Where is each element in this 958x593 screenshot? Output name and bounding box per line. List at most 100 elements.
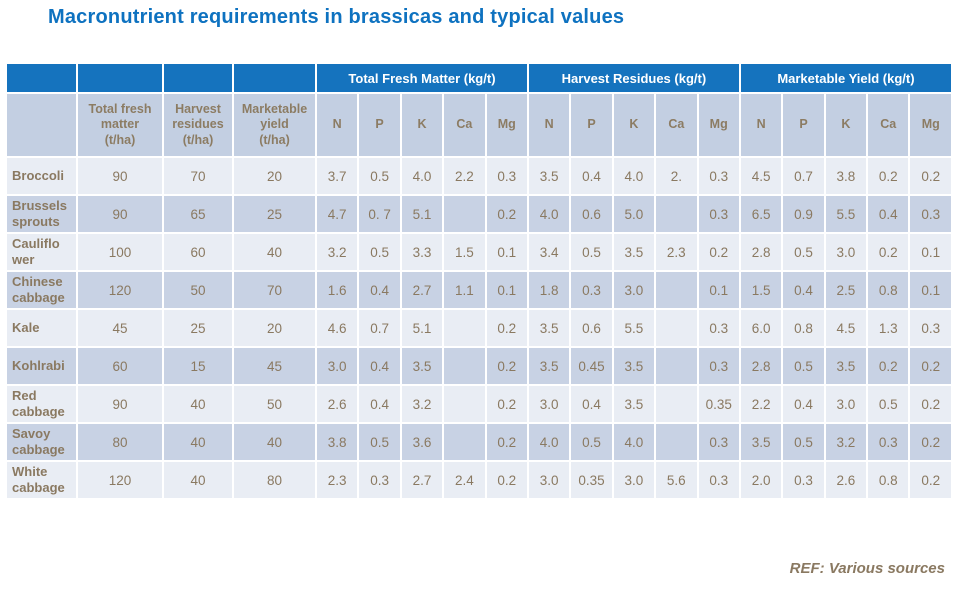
column-header-cell: K: [613, 94, 655, 156]
value-cell: 2.: [656, 158, 697, 194]
value-cell: 0.2: [486, 348, 527, 384]
value-cell: 0.35: [698, 386, 739, 422]
value-cell: 0.5: [783, 348, 824, 384]
value-cell: 0.3: [698, 424, 739, 460]
column-header-cell: N: [740, 94, 782, 156]
table-head: Total Fresh Matter (kg/t) Harvest Residue…: [7, 64, 951, 156]
value-cell: 3.0: [613, 272, 655, 308]
value-cell: 0.5: [783, 234, 824, 270]
table-container: Total Fresh Matter (kg/t) Harvest Residue…: [5, 62, 953, 500]
value-cell: 3.2: [401, 386, 443, 422]
value-cell: 0.2: [910, 462, 951, 498]
value-cell: 0.3: [910, 196, 951, 232]
value-cell: 20: [234, 310, 315, 346]
value-cell: 3.5: [401, 348, 443, 384]
value-cell: 4.5: [740, 158, 782, 194]
value-cell: 90: [78, 196, 162, 232]
value-cell: 0.2: [486, 424, 527, 460]
value-cell: 4.7: [317, 196, 358, 232]
value-cell: 0.2: [486, 386, 527, 422]
value-cell: 4.0: [613, 424, 655, 460]
table-row: Savoy cabbage 80 40 40 3.8 0.5 3.6 0.2 4.0 0.5 4.0…: [7, 424, 951, 460]
value-cell: [656, 386, 697, 422]
value-cell: 0.7: [359, 310, 400, 346]
value-cell: 0.5: [359, 234, 400, 270]
value-cell: 45: [78, 310, 162, 346]
table-row: Brussels sprouts 90 65 25 4.7 0. 7 5.1 0.2 4.0 0.…: [7, 196, 951, 232]
value-cell: [656, 424, 697, 460]
group-header-cell: Harvest Residues (kg/t): [528, 64, 739, 92]
group-header-cell: Total Fresh Matter (kg/t): [317, 64, 527, 92]
page-title: Macronutrient requirements in brassicas …: [48, 6, 625, 28]
value-cell: 0.4: [868, 196, 909, 232]
table-row: Red cabbage 90 40 50 2.6 0.4 3.2 0.2 3.0 0.4 3.5 0.…: [7, 386, 951, 422]
value-cell: 3.5: [740, 424, 782, 460]
value-cell: [656, 310, 697, 346]
value-cell: 0. 7: [359, 196, 400, 232]
value-cell: 0.2: [910, 158, 951, 194]
value-cell: 40: [164, 386, 232, 422]
value-cell: 0.2: [486, 196, 527, 232]
value-cell: 2.8: [740, 234, 782, 270]
row-label: White cabbage: [7, 462, 76, 498]
value-cell: 0.4: [359, 386, 400, 422]
value-cell: 0.5: [868, 386, 909, 422]
value-cell: 3.2: [317, 234, 358, 270]
value-cell: 4.5: [825, 310, 867, 346]
value-cell: [444, 196, 485, 232]
column-header-cell: K: [401, 94, 443, 156]
value-cell: 3.8: [317, 424, 358, 460]
value-cell: 3.5: [613, 348, 655, 384]
column-header-cell: P: [359, 94, 400, 156]
value-cell: 0.3: [698, 462, 739, 498]
value-cell: 6.5: [740, 196, 782, 232]
column-header-cell: N: [317, 94, 358, 156]
value-cell: [444, 386, 485, 422]
value-cell: 3.5: [825, 348, 867, 384]
row-label: Chinese cabbage: [7, 272, 76, 308]
table-row: Broccoli 90 70 20 3.7 0.5 4.0 2.2 0.3 3.5 0.4 4.0 2.…: [7, 158, 951, 194]
value-cell: 20: [234, 158, 315, 194]
value-cell: 0.2: [910, 348, 951, 384]
value-cell: 0.5: [571, 424, 612, 460]
column-header-cell: Marketable yield (t/ha): [234, 94, 315, 156]
value-cell: 0.35: [571, 462, 612, 498]
value-cell: 2.6: [317, 386, 358, 422]
value-cell: 5.6: [656, 462, 697, 498]
value-cell: 1.1: [444, 272, 485, 308]
table-row: White cabbage 120 40 80 2.3 0.3 2.7 2.4 0.2 3.0 0.…: [7, 462, 951, 498]
group-header-blank-cell: [7, 64, 76, 92]
value-cell: 3.4: [528, 234, 570, 270]
value-cell: 0.5: [571, 234, 612, 270]
value-cell: 70: [234, 272, 315, 308]
column-header-cell: Mg: [698, 94, 739, 156]
value-cell: 0.6: [571, 196, 612, 232]
value-cell: 1.5: [740, 272, 782, 308]
value-cell: 45: [234, 348, 315, 384]
table-row: Kale 45 25 20 4.6 0.7 5.1 0.2 3.5 0.6 5.5 0.3 6.0 0.8…: [7, 310, 951, 346]
value-cell: 2.8: [740, 348, 782, 384]
value-cell: 0.3: [698, 310, 739, 346]
column-header-blank-cell: [7, 94, 76, 156]
value-cell: 2.5: [825, 272, 867, 308]
value-cell: 3.5: [528, 310, 570, 346]
value-cell: 0.1: [910, 234, 951, 270]
value-cell: 80: [78, 424, 162, 460]
column-header-cell: Mg: [486, 94, 527, 156]
value-cell: 1.3: [868, 310, 909, 346]
value-cell: 0.4: [571, 386, 612, 422]
value-cell: 60: [164, 234, 232, 270]
value-cell: 4.0: [528, 196, 570, 232]
value-cell: [444, 424, 485, 460]
value-cell: 4.0: [528, 424, 570, 460]
value-cell: 0.2: [486, 310, 527, 346]
value-cell: 0.5: [359, 158, 400, 194]
value-cell: 65: [164, 196, 232, 232]
value-cell: 5.1: [401, 310, 443, 346]
row-label: Savoy cabbage: [7, 424, 76, 460]
value-cell: 100: [78, 234, 162, 270]
column-header-cell: N: [528, 94, 570, 156]
value-cell: 5.1: [401, 196, 443, 232]
value-cell: 0.4: [783, 386, 824, 422]
group-header-blank-cell: [78, 64, 162, 92]
